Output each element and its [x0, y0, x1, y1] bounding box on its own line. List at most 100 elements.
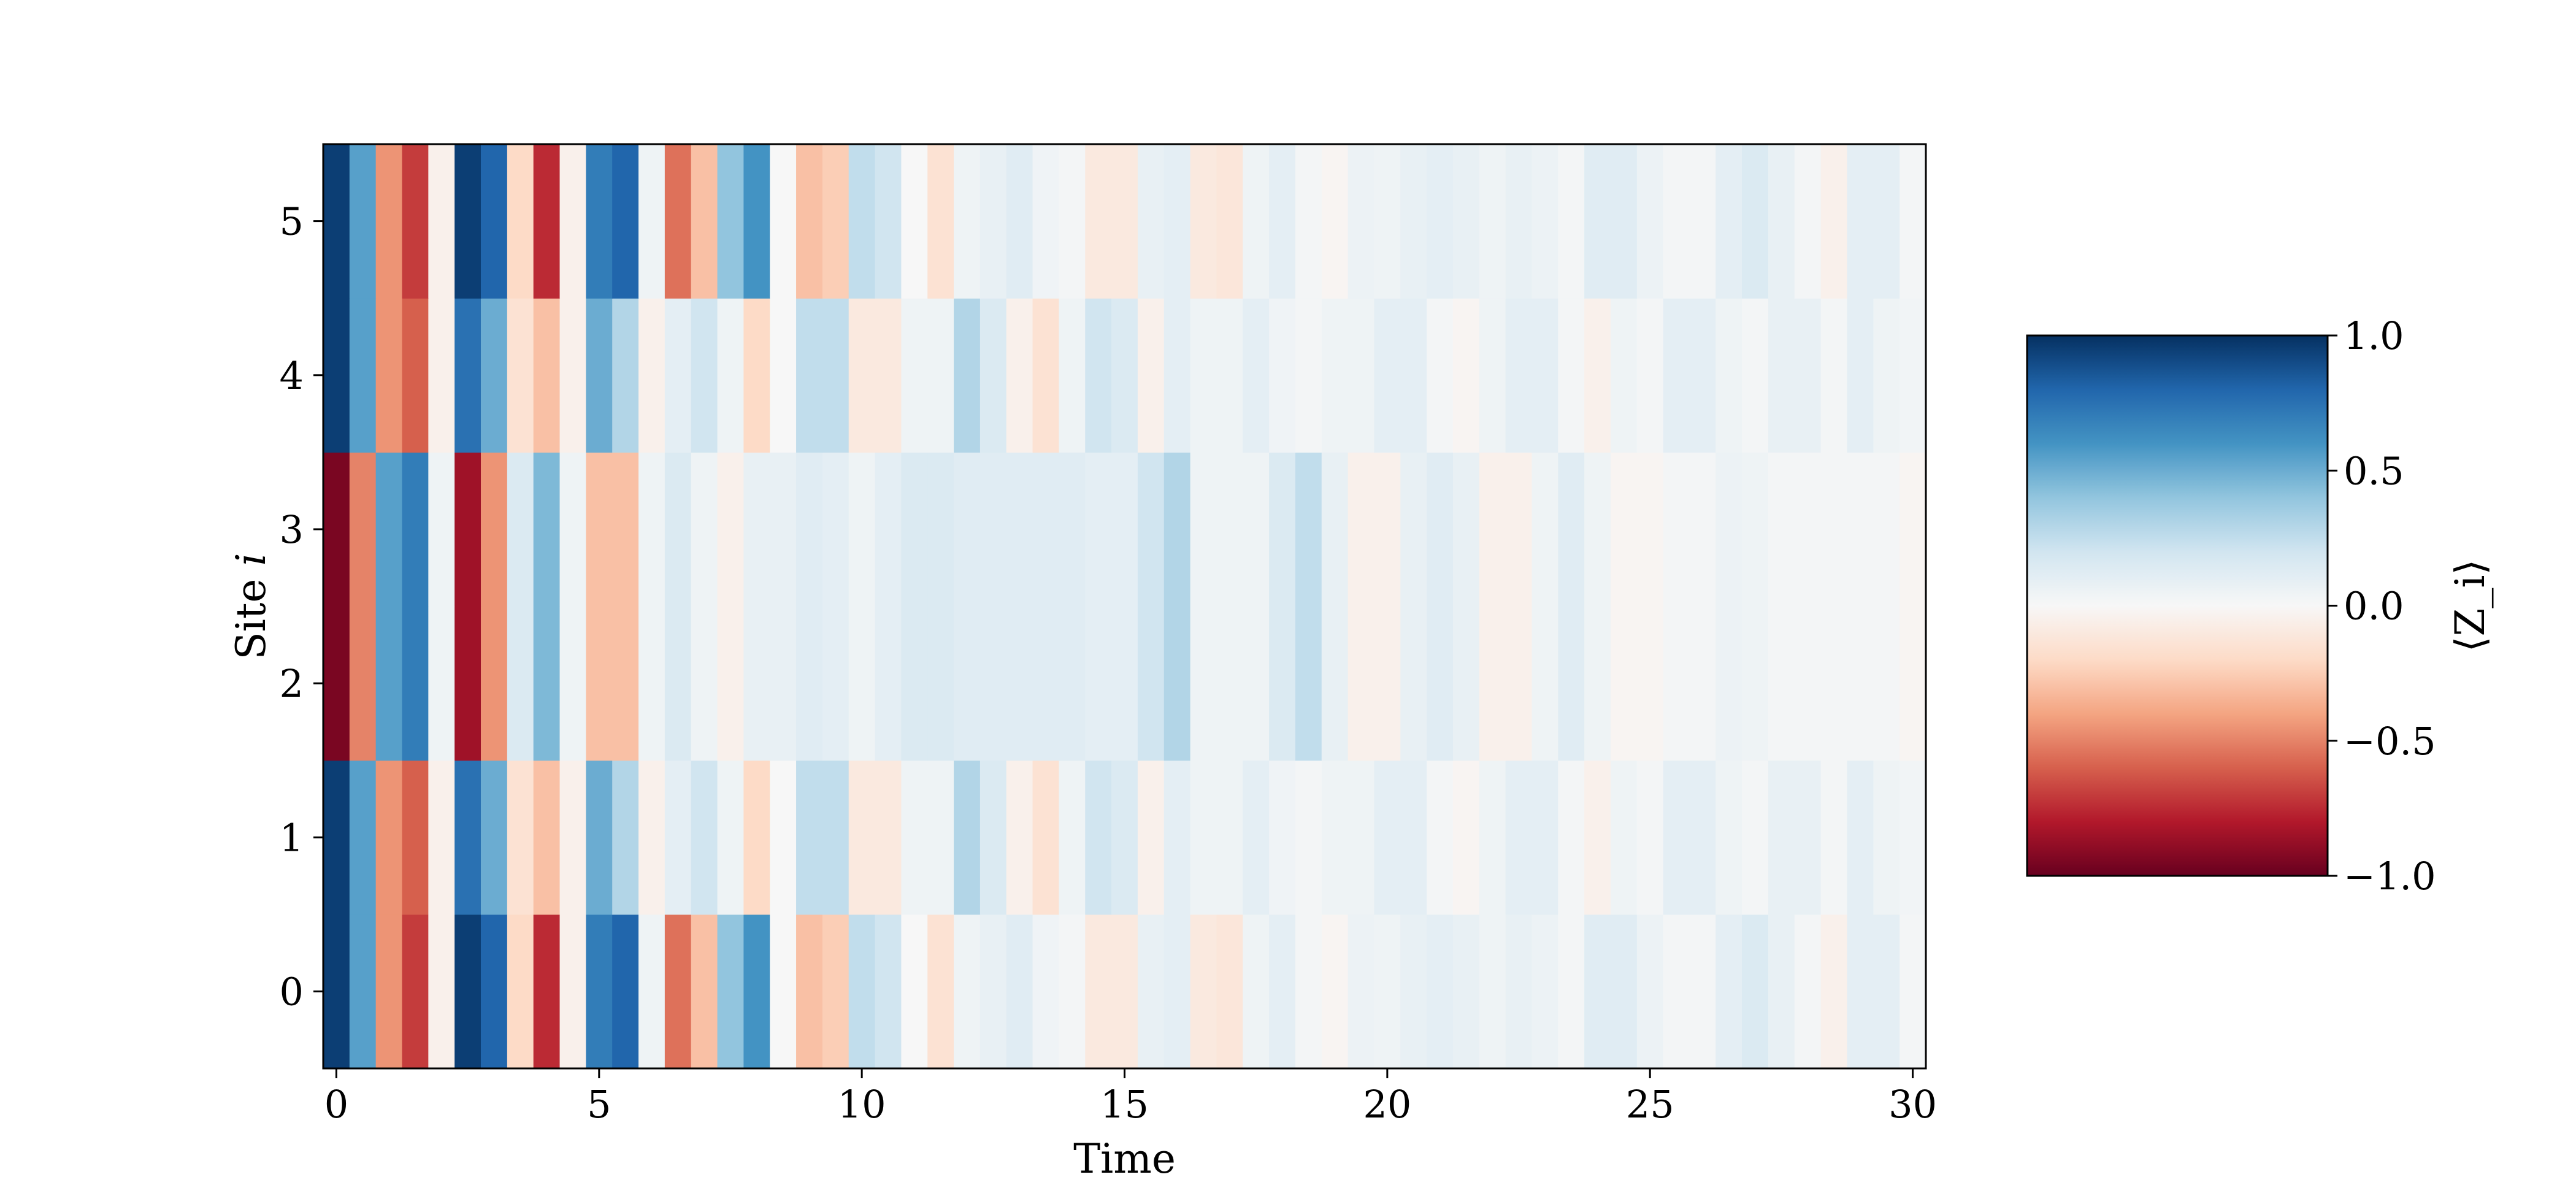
heatmap-cell	[638, 298, 665, 453]
heatmap-cell	[1610, 144, 1638, 299]
heatmap-cell	[901, 144, 928, 299]
heatmap-cell	[1715, 298, 1742, 453]
heatmap-cell	[1768, 914, 1795, 1069]
heatmap-cell	[691, 144, 718, 299]
heatmap-cell	[586, 760, 613, 915]
y-tick-label: 1	[280, 815, 304, 860]
heatmap-cell	[1427, 144, 1454, 299]
heatmap-cell	[1794, 452, 1822, 607]
heatmap-cell	[533, 452, 561, 607]
heatmap-cell	[1899, 144, 1926, 299]
heatmap-cell	[1742, 298, 1769, 453]
heatmap-cell	[1584, 606, 1611, 761]
heatmap-cell	[559, 298, 586, 453]
heatmap-cell	[454, 144, 481, 299]
heatmap-cell	[1584, 144, 1611, 299]
heatmap-cell	[1794, 760, 1822, 915]
heatmap-cell	[402, 914, 429, 1069]
x-tick-label: 25	[1626, 1082, 1674, 1127]
heatmap-cell	[638, 760, 665, 915]
heatmap-cell	[796, 760, 823, 915]
heatmap-cell	[1768, 144, 1795, 299]
colorbar-tick-label: −1.0	[2344, 854, 2436, 899]
heatmap-cell	[1111, 914, 1138, 1069]
heatmap-cell	[1216, 144, 1243, 299]
heatmap-cell	[1006, 452, 1033, 607]
heatmap-cell	[770, 914, 797, 1069]
heatmap-cell	[1295, 144, 1322, 299]
heatmap-cell	[1216, 760, 1243, 915]
heatmap-cell	[507, 760, 534, 915]
heatmap-cell	[848, 914, 876, 1069]
y-axis: 0 1 2 3 4 5	[280, 199, 323, 1014]
heatmap-cell	[323, 452, 350, 607]
heatmap-cell	[1768, 452, 1795, 607]
heatmap-cell	[1190, 760, 1217, 915]
heatmap-cell	[770, 298, 797, 453]
heatmap-cell	[1216, 914, 1243, 1069]
heatmap-cell	[1689, 760, 1716, 915]
heatmap-cell	[1059, 914, 1086, 1069]
heatmap-cell	[1321, 452, 1349, 607]
heatmap-cell	[559, 914, 586, 1069]
heatmap-cell	[664, 606, 692, 761]
heatmap-cell	[875, 144, 902, 299]
heatmap-cell	[1006, 760, 1033, 915]
heatmap-cell	[1163, 144, 1191, 299]
heatmap-cell	[875, 298, 902, 453]
y-axis-label: Site i	[228, 553, 275, 660]
heatmap-cell	[402, 606, 429, 761]
heatmap-cell	[1689, 452, 1716, 607]
heatmap-cell	[1137, 144, 1165, 299]
heatmap-cell	[1558, 760, 1585, 915]
heatmap-cell	[586, 298, 613, 453]
heatmap-cell	[848, 606, 876, 761]
heatmap-cell	[1847, 760, 1874, 915]
heatmap-cell	[507, 606, 534, 761]
heatmap-cell	[1899, 760, 1926, 915]
heatmap-cell	[1452, 760, 1480, 915]
heatmap-cell	[1243, 144, 1270, 299]
heatmap-cell	[1111, 144, 1138, 299]
heatmap-cell	[1742, 144, 1769, 299]
heatmap-cell	[1295, 606, 1322, 761]
heatmap-cell	[796, 452, 823, 607]
heatmap-cell	[1032, 452, 1060, 607]
heatmap-cell	[1847, 298, 1874, 453]
y-tick-label: 2	[280, 661, 304, 706]
heatmap-cell	[1427, 760, 1454, 915]
heatmap-cell	[402, 760, 429, 915]
heatmap-cell	[743, 298, 770, 453]
heatmap-cell	[481, 298, 508, 453]
heatmap-cell	[979, 606, 1007, 761]
heatmap-cell	[1715, 606, 1742, 761]
heatmap-cell	[979, 452, 1007, 607]
heatmap-cell	[1689, 298, 1716, 453]
heatmap-cell	[691, 606, 718, 761]
heatmap-cell	[822, 760, 849, 915]
heatmap-cell	[638, 914, 665, 1069]
heatmap-cell	[612, 298, 639, 453]
heatmap-cell	[1295, 914, 1322, 1069]
heatmap-cell	[743, 914, 770, 1069]
heatmap-cell	[1558, 144, 1585, 299]
heatmap-cell	[1873, 760, 1900, 915]
heatmap-cell	[822, 452, 849, 607]
heatmap-cell	[1032, 760, 1060, 915]
heatmap-cell	[717, 144, 744, 299]
heatmap-cell	[1085, 760, 1112, 915]
heatmap-cell	[770, 144, 797, 299]
heatmap-cell	[402, 298, 429, 453]
heatmap-cell	[323, 298, 350, 453]
heatmap-cell	[1427, 298, 1454, 453]
heatmap-cell	[1847, 914, 1874, 1069]
heatmap-cell	[454, 298, 481, 453]
heatmap-cell	[533, 760, 561, 915]
heatmap-cell	[1243, 760, 1270, 915]
heatmap-cell	[1243, 452, 1270, 607]
heatmap-cell	[901, 914, 928, 1069]
heatmap-cell	[1584, 914, 1611, 1069]
heatmap-cell	[1400, 298, 1427, 453]
heatmap-cell	[1032, 914, 1060, 1069]
heatmap-cell	[1505, 298, 1533, 453]
